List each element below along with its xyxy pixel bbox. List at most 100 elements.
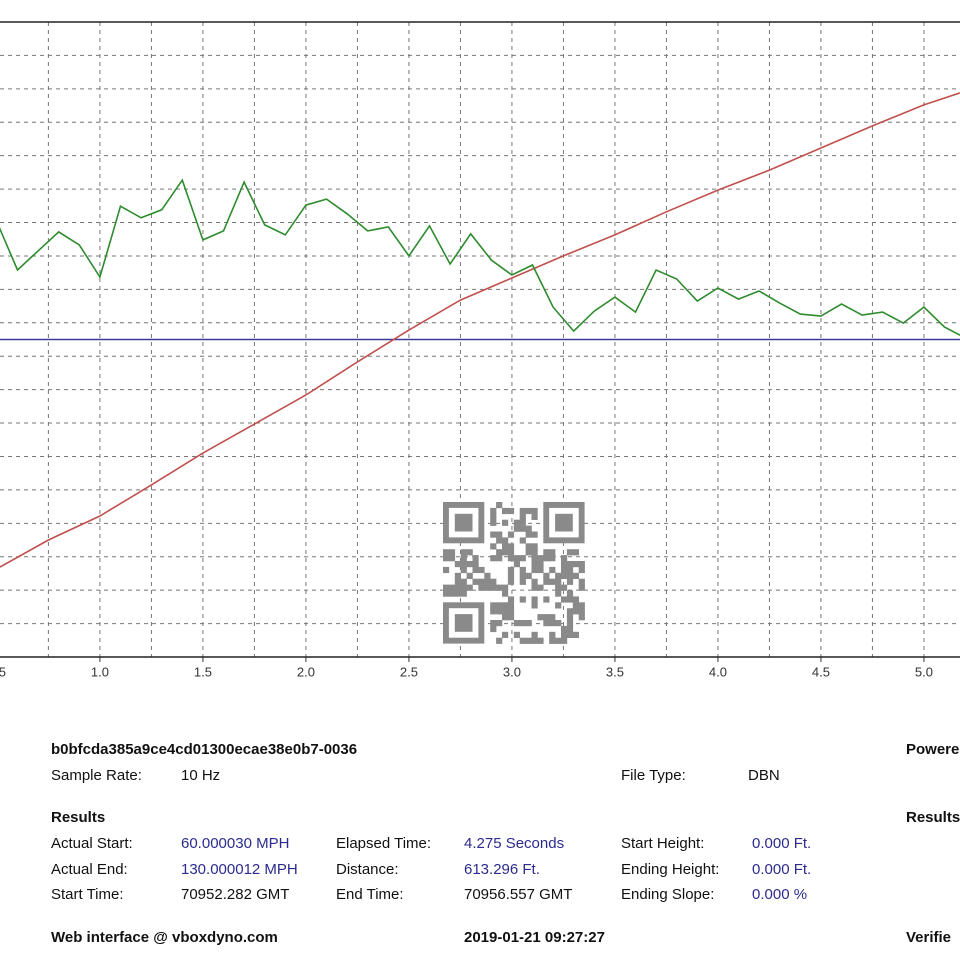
qr-cell bbox=[448, 555, 456, 562]
qr-cell bbox=[549, 614, 556, 621]
qr-cell bbox=[502, 608, 509, 615]
label: Distance: bbox=[336, 861, 399, 878]
qr-cell bbox=[572, 596, 579, 603]
qr-cell bbox=[566, 596, 574, 603]
qr-cell bbox=[448, 549, 456, 556]
qr-cell bbox=[531, 555, 538, 562]
qr-cell bbox=[502, 507, 509, 515]
qr-cell bbox=[537, 584, 544, 591]
value: 70956.557 GMT bbox=[464, 886, 573, 903]
qr-cell bbox=[549, 620, 556, 627]
qr-cell bbox=[531, 596, 538, 603]
qr-cell bbox=[454, 590, 461, 597]
qr-cell bbox=[549, 555, 556, 562]
qr-finder bbox=[555, 513, 573, 532]
qr-cell bbox=[519, 566, 526, 574]
qr-cell bbox=[460, 584, 467, 591]
qr-cell bbox=[525, 637, 532, 644]
qr-cell bbox=[478, 584, 485, 591]
footer-link: Web interface @ vboxdyno.com bbox=[51, 929, 278, 946]
qr-cell bbox=[460, 549, 467, 556]
section-title: Results bbox=[51, 809, 106, 826]
value: DBN bbox=[748, 767, 780, 784]
qr-cell bbox=[466, 549, 473, 556]
qr-cell bbox=[513, 519, 520, 526]
qr-cell bbox=[549, 566, 556, 574]
qr-cell bbox=[466, 561, 473, 568]
qr-cell bbox=[578, 602, 585, 609]
qr-cell bbox=[543, 620, 550, 627]
qr-cell bbox=[525, 507, 532, 515]
qr-cell bbox=[484, 584, 491, 591]
label: Ending Slope: bbox=[621, 886, 715, 903]
qr-cell bbox=[531, 637, 538, 644]
qr-cell bbox=[472, 566, 479, 574]
qr-cell bbox=[496, 555, 503, 562]
qr-cell bbox=[460, 555, 467, 562]
qr-cell bbox=[478, 566, 485, 574]
qr-cell bbox=[555, 590, 562, 597]
qr-cell bbox=[561, 572, 568, 579]
qr-cell bbox=[525, 572, 532, 579]
side-label: Results bbox=[906, 809, 960, 826]
qr-cell bbox=[561, 584, 568, 591]
qr-cell bbox=[531, 584, 538, 591]
qr-cell bbox=[454, 561, 461, 568]
qr-cell bbox=[566, 631, 574, 638]
qr-cell bbox=[537, 561, 544, 568]
qr-cell bbox=[519, 620, 526, 627]
qr-cell bbox=[448, 584, 456, 591]
label: File Type: bbox=[621, 767, 686, 784]
qr-cell bbox=[502, 614, 509, 621]
qr-cell bbox=[507, 602, 515, 609]
qr-cell bbox=[460, 578, 467, 585]
qr-cell bbox=[460, 566, 467, 574]
qr-cell bbox=[519, 578, 526, 585]
qr-cell bbox=[490, 608, 497, 615]
qr-cell bbox=[525, 543, 532, 550]
qr-cell bbox=[490, 625, 497, 633]
label: Ending Height: bbox=[621, 861, 720, 878]
qr-cell bbox=[513, 561, 520, 568]
x-tick-label: 1.5 bbox=[194, 664, 212, 679]
qr-cell bbox=[572, 572, 579, 579]
qr-cell bbox=[531, 543, 538, 550]
qr-cell bbox=[519, 637, 526, 644]
qr-cell bbox=[519, 519, 526, 526]
value: 130.000012 MPH bbox=[181, 861, 298, 878]
value: 60.000030 MPH bbox=[181, 835, 290, 852]
qr-cell bbox=[443, 566, 450, 574]
qr-cell bbox=[513, 631, 520, 638]
qr-cell bbox=[578, 566, 585, 574]
qr-cell bbox=[578, 584, 585, 591]
value: 613.296 Ft. bbox=[464, 861, 540, 878]
qr-cell bbox=[543, 596, 550, 603]
qr-cell bbox=[490, 531, 497, 538]
qr-cell bbox=[507, 555, 515, 562]
data-line bbox=[0, 92, 960, 568]
qr-cell bbox=[543, 572, 550, 579]
qr-cell bbox=[555, 578, 562, 585]
qr-cell bbox=[531, 578, 538, 585]
qr-cell bbox=[519, 513, 526, 520]
qr-cell bbox=[578, 614, 585, 621]
qr-cell bbox=[502, 537, 509, 544]
qr-cell bbox=[496, 549, 503, 556]
qr-cell bbox=[572, 549, 579, 556]
qr-cell bbox=[531, 531, 538, 538]
qr-cell bbox=[537, 555, 544, 562]
label: End Time: bbox=[336, 886, 404, 903]
chart: 0.5 1.0 1.5 2.0 2.5 3.0 3.5 4.0 4.5 5.0 bbox=[0, 21, 960, 679]
value: 70952.282 GMT bbox=[181, 886, 290, 903]
qr-cell bbox=[561, 625, 568, 633]
qr-finder bbox=[454, 614, 473, 632]
qr-cell bbox=[472, 561, 479, 568]
qr-cell bbox=[472, 578, 479, 585]
qr-cell bbox=[443, 549, 450, 556]
qr-cell bbox=[578, 561, 585, 568]
qr-cell bbox=[572, 602, 579, 609]
value: 4.275 Seconds bbox=[464, 835, 565, 852]
qr-cell bbox=[490, 620, 497, 627]
qr-cell bbox=[496, 502, 503, 509]
qr-cell bbox=[543, 549, 550, 556]
